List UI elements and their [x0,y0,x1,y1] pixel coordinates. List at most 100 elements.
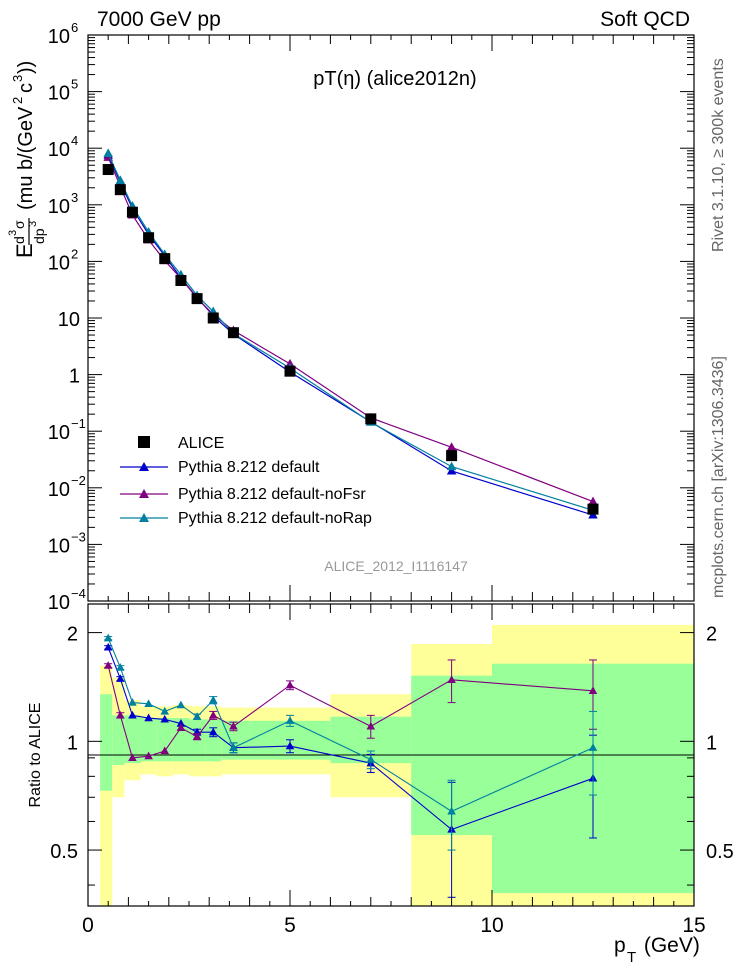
x-tick-label: 10 [480,914,503,937]
ratio-point-mc1 [208,727,218,736]
main-point-alice [159,253,171,265]
ratio-point-mc3 [447,806,456,815]
ratio-point-mc1 [160,714,170,723]
rivet-note: Rivet 3.1.10, ≥ 300k events [710,58,727,252]
svg-text:Ratio to ALICE: Ratio to ALICE [27,703,44,808]
main-point-alice [365,413,377,425]
ratio-point-mc3 [160,706,170,715]
main-y-tick-label: 10 −1 [48,416,86,444]
svg-text:3: 3 [71,190,78,205]
ratio-point-mc3 [285,716,295,724]
main-point-alice [102,164,114,176]
x-tick-label: 0 [82,914,94,937]
ratio-y-tick-label-left: 2 [67,624,78,646]
ratio-point-mc1 [144,713,153,722]
ratio-y-tick-label-right: 0.5 [706,841,734,863]
legend-marker-mc3 [139,513,149,522]
svg-text:10: 10 [48,592,70,614]
x-tick-label: 5 [284,914,296,937]
svg-text:mcplots.cern.ch [arXiv:1306.34: mcplots.cern.ch [arXiv:1306.3436] [710,356,727,598]
ratio-y-tick-label-left: 0.5 [50,841,78,863]
ratio-series-layer [103,633,598,898]
svg-text:T: T [627,949,636,966]
main-y-tick-label: 10 4 [48,133,78,161]
main-point-mc2 [446,442,457,451]
plot-title: pT(η) (alice2012n) [313,68,476,90]
main-point-alice [126,206,138,218]
main-point-alice [446,450,458,462]
ratio-point-mc3 [176,700,186,709]
x-axis-title: p T (GeV) [614,934,700,966]
energy-label: 7000 GeV pp [97,8,221,31]
svg-text:dp: dp [31,228,47,244]
svg-text:1: 1 [69,366,80,388]
legend: ALICE Pythia 8.212 default Pythia 8.212 … [120,435,372,527]
ratio-point-mc3 [366,755,376,763]
ratio-y-tick-label-left: 1 [67,732,78,754]
main-point-mc1 [446,466,457,475]
category-label: Soft QCD [600,8,690,31]
ratio-point-mc2 [588,686,598,694]
ratio-point-mc2 [229,721,238,730]
ratio-point-mc3 [229,743,238,751]
main-point-alice [227,327,239,339]
svg-text:3: 3 [10,75,25,82]
ratio-ylabel: Ratio to ALICE [27,703,44,808]
main-line-mc3 [107,153,594,511]
main-y-tick-label: 10 −2 [48,473,86,501]
ratio-point-mc3 [116,663,125,671]
ratio-point-mc2 [103,661,113,669]
svg-text:4: 4 [71,133,78,148]
ratio-point-mc2 [192,732,202,740]
main-point-mc3 [446,461,457,471]
ratio-y-tick-label-right: 1 [706,732,717,754]
svg-text:−3: −3 [71,529,86,544]
svg-text:10: 10 [48,83,70,105]
main-y-tick-label: 10 6 [48,20,78,48]
legend-label-alice: ALICE [178,435,224,452]
svg-text:10: 10 [48,139,70,161]
ratio-point-mc2 [160,746,170,755]
ratio-point-mc3 [103,633,113,642]
svg-text:10: 10 [48,479,70,501]
ratio-point-mc1 [285,741,295,750]
ratio-point-mc1 [103,642,113,651]
x-tick-label: 15 [682,914,705,937]
svg-text:10: 10 [48,535,70,557]
ratio-point-mc3 [144,699,153,707]
main-y-tick-label: 10 5 [48,77,78,105]
legend-marker-mc2 [139,489,149,498]
main-y-tick-label: 10 3 [48,190,78,218]
uncertainty-band-inner [172,718,189,762]
ratio-point-mc2 [285,680,295,689]
ratio-point-mc2 [116,710,125,719]
main-point-alice [143,232,155,244]
main-point-alice [284,365,296,377]
legend-label-mc3: Pythia 8.212 default-noRap [178,510,372,527]
svg-text:10: 10 [48,26,70,48]
uncertainty-band-inner [112,715,125,765]
ratio-point-mc3 [128,698,137,706]
uncertainty-band-inner [124,715,141,764]
svg-text:10: 10 [58,309,80,331]
uncertainty-band-inner [156,718,173,762]
ratio-point-mc1 [116,674,125,682]
x-ticks: 0 5 10 15 [82,35,706,937]
ratio-point-mc3 [208,695,218,704]
uncertainty-band-inner [100,694,113,791]
legend-marker-mc1 [139,462,149,471]
svg-text:(GeV): (GeV) [638,934,700,957]
uncertainty-band-inner [140,718,157,762]
svg-text:3: 3 [27,221,39,227]
svg-text:2: 2 [10,97,25,104]
ratio-point-mc2 [366,721,376,730]
ratio-point-mc2 [208,710,218,719]
svg-text:c: c [15,83,37,93]
svg-text:2: 2 [71,246,78,261]
svg-text:(mu b/(GeV: (mu b/(GeV [15,106,37,210]
svg-text:E: E [12,243,37,258]
main-ylabel: E d 3 σ dp 3 (mu b/(GeV 2 c 3 )) [7,61,47,258]
analysis-id: ALICE_2012_I1116147 [324,558,468,574]
